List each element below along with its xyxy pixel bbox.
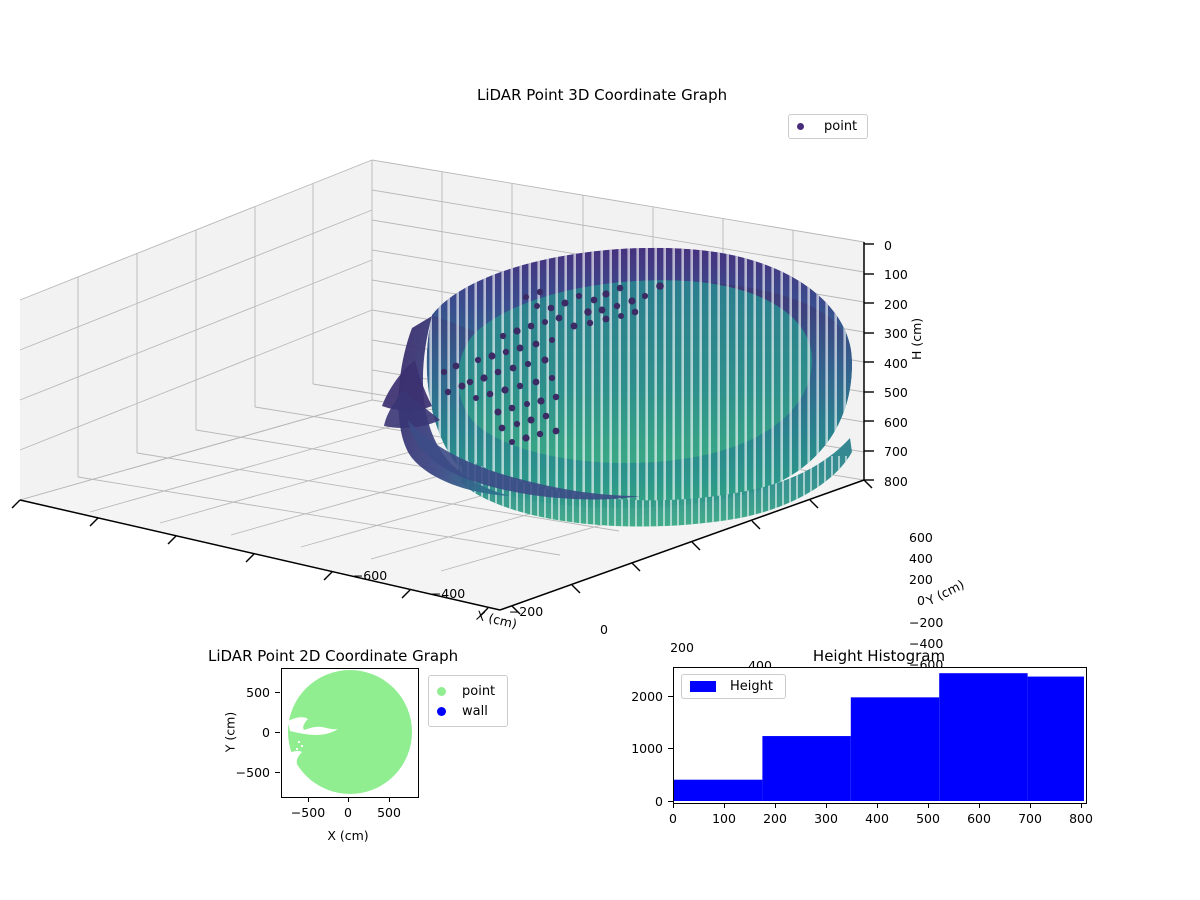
plot2d-xtick-2: 500 xyxy=(377,805,401,820)
hist-xtick-5: 500 xyxy=(916,811,940,826)
plot3d-ytick-3: 0 xyxy=(917,593,925,608)
plot3d-ytick-2: −200 xyxy=(909,615,944,630)
legend-row-point[interactable]: point xyxy=(437,681,495,701)
hist-xtickmark-400 xyxy=(877,803,879,808)
plot2d-xtickmark-500 xyxy=(389,797,391,802)
plot3d-ztick-2: 200 xyxy=(884,297,908,312)
hist-ytickmark-1000 xyxy=(668,748,673,750)
hist-ytickmark-2000 xyxy=(668,696,673,698)
hist-xtick-4: 400 xyxy=(865,811,889,826)
histogram-bar xyxy=(939,673,1028,801)
plot3d-ztick-5: 500 xyxy=(884,385,908,400)
hist-xtick-2: 200 xyxy=(763,811,787,826)
hist-ytick-1: 1000 xyxy=(631,741,663,756)
legend-swatch-height-icon xyxy=(690,681,716,692)
legend-dot-point-icon xyxy=(437,686,446,696)
hist-xtickmark-600 xyxy=(979,803,981,808)
hist-ytickmark-0 xyxy=(668,801,673,803)
histogram-axes[interactable] xyxy=(673,667,1087,804)
plot2d-xtickmark-0 xyxy=(348,797,350,802)
plot3d-ytick-1: −400 xyxy=(909,636,944,651)
plot3d-ytick-4: 200 xyxy=(909,572,933,587)
plot3d-xtick-1: −400 xyxy=(430,586,466,601)
hist-xtickmark-500 xyxy=(928,803,930,808)
plot2d-xtickmark-minus500 xyxy=(308,797,310,802)
hist-xtick-0: 0 xyxy=(669,811,677,826)
plot3d-xtick-2: −200 xyxy=(508,604,544,619)
hist-xtickmark-100 xyxy=(724,803,726,808)
hist-xtickmark-800 xyxy=(1081,803,1083,808)
plot3d-ztick-8: 800 xyxy=(884,474,908,489)
plot2d-xtick-1: 0 xyxy=(344,805,352,820)
histogram-bar xyxy=(674,779,763,801)
plot3d-xtick-4: 200 xyxy=(670,640,694,655)
legend-row-wall[interactable]: wall xyxy=(437,701,495,721)
histogram-title: Height Histogram xyxy=(812,647,946,665)
legend-label-height: Height xyxy=(730,679,773,694)
histogram-legend[interactable]: Height xyxy=(681,674,786,699)
histogram-bar xyxy=(850,697,940,801)
legend-label-point: point xyxy=(462,683,496,699)
legend-label-wall: wall xyxy=(462,703,488,719)
legend-dot-point-icon xyxy=(797,123,804,130)
hist-ytick-2: 2000 xyxy=(631,689,663,704)
hist-xtickmark-700 xyxy=(1030,803,1032,808)
plot2d-ytick-2: −500 xyxy=(235,765,270,780)
plot2d-xaxis-label: X (cm) xyxy=(327,828,369,843)
plot3d-ztick-3: 300 xyxy=(884,326,908,341)
plot2d-ytick-0: 500 xyxy=(246,685,270,700)
plot3d-ztick-1: 100 xyxy=(884,267,908,282)
plot2d-ytickmark-500 xyxy=(275,692,280,694)
hist-xtick-8: 800 xyxy=(1069,811,1093,826)
plot3d-ztick-4: 400 xyxy=(884,356,908,371)
plot3d-ztick-7: 700 xyxy=(884,444,908,459)
plot3d-xtick-0: −600 xyxy=(352,568,388,583)
plot2d-xtick-0: −500 xyxy=(290,805,326,820)
hist-xtick-3: 300 xyxy=(814,811,838,826)
plot2d-title: LiDAR Point 2D Coordinate Graph xyxy=(208,647,459,665)
hist-xtickmark-300 xyxy=(826,803,828,808)
hist-ytick-0: 0 xyxy=(655,794,663,809)
plot2d-axes[interactable] xyxy=(281,668,419,798)
plot3d-legend[interactable]: point xyxy=(788,114,869,139)
plot2d-legend[interactable]: point wall xyxy=(428,675,509,727)
histogram-bar xyxy=(1027,676,1084,801)
plot2d-ytickmark-minus500 xyxy=(275,772,280,774)
plot3d-xtick-3: 0 xyxy=(600,622,608,637)
plot3d-ztick-0: 0 xyxy=(884,238,892,253)
hist-xtickmark-0 xyxy=(673,803,675,808)
plot3d-ytick-6: 600 xyxy=(909,530,933,545)
plot3d-ztick-6: 600 xyxy=(884,415,908,430)
plot3d-zaxis-label: H (cm) xyxy=(909,317,924,360)
histogram-bar xyxy=(762,736,851,801)
plot3d-ytick-5: 400 xyxy=(909,551,933,566)
hist-xtickmark-200 xyxy=(775,803,777,808)
plot3d-title: LiDAR Point 3D Coordinate Graph xyxy=(477,86,728,104)
hist-xtick-1: 100 xyxy=(712,811,736,826)
plot2d-ytick-1: 0 xyxy=(262,725,270,740)
legend-dot-wall-icon xyxy=(437,706,446,716)
hist-xtick-7: 700 xyxy=(1018,811,1042,826)
legend-label-point: point xyxy=(824,119,858,134)
hist-xtick-6: 600 xyxy=(967,811,991,826)
histogram-bars xyxy=(674,673,1084,801)
plot3d-axes[interactable]: −600 −400 −200 0 200 400 600 −600 −400 −… xyxy=(0,60,1200,691)
plot2d-yaxis-label: Y (cm) xyxy=(222,711,238,753)
plot2d-ytickmark-0 xyxy=(275,732,280,734)
